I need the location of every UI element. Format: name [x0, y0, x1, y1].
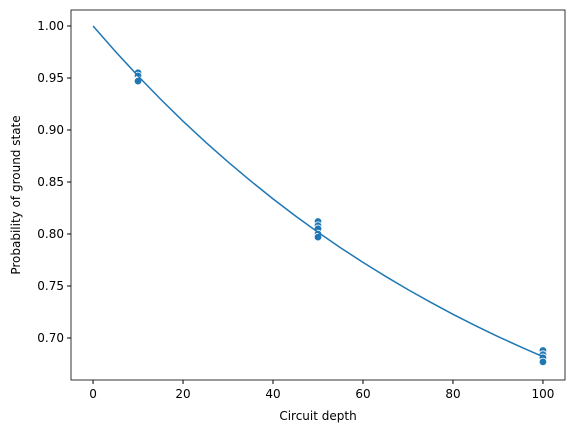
y-axis-label: Probability of ground state [9, 115, 23, 274]
y-tick-label: 0.80 [37, 227, 64, 241]
y-tick-label: 0.95 [37, 71, 64, 85]
x-tick-label: 80 [445, 387, 460, 401]
fit-line [92, 25, 544, 358]
point [313, 232, 323, 242]
y-tick-label: 1.00 [37, 19, 64, 33]
y-tick-label: 0.90 [37, 123, 64, 137]
point [538, 357, 548, 367]
x-tick-label: 40 [265, 387, 280, 401]
x-tick-label: 20 [175, 387, 190, 401]
point [133, 76, 143, 86]
y-tick-label: 0.70 [37, 331, 64, 345]
x-tick-label: 100 [532, 387, 555, 401]
y-tick-label: 0.85 [37, 175, 64, 189]
y-tick-label: 0.75 [37, 279, 64, 293]
x-axis-label: Circuit depth [279, 409, 356, 423]
x-tick-label: 60 [355, 387, 370, 401]
plot-frame [70, 9, 566, 381]
x-tick-label: 0 [89, 387, 97, 401]
